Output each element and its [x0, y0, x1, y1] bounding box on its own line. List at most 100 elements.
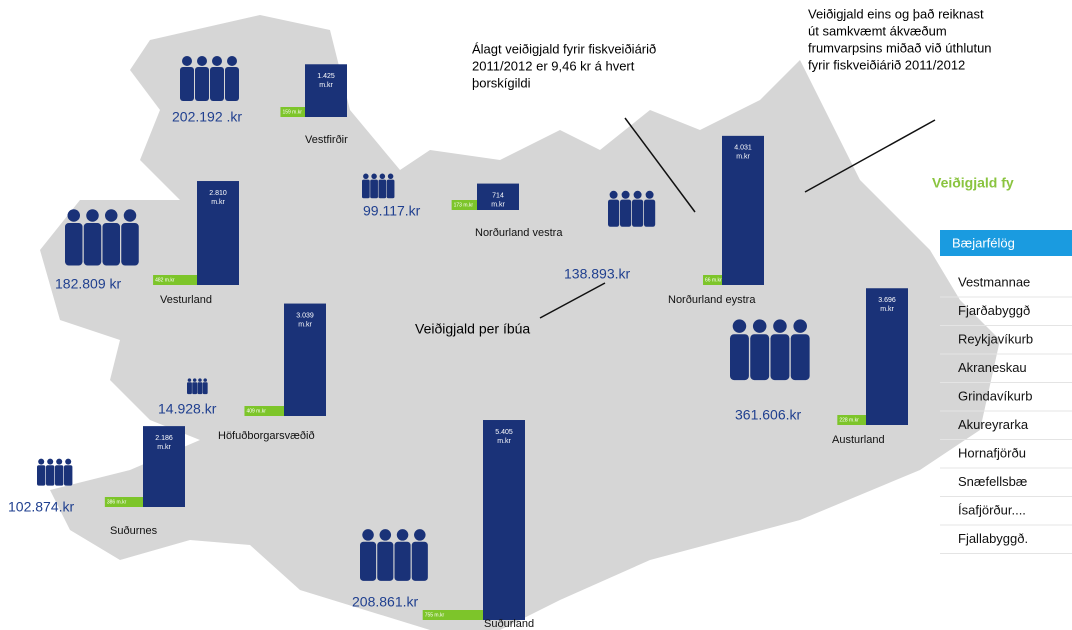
- per-capita: 202.192 .kr: [172, 109, 242, 125]
- region-name: Austurland: [832, 434, 885, 446]
- person-body: [65, 223, 83, 266]
- annotation: Álagt veiðigjald fyrir fiskveiðiárið: [472, 41, 656, 56]
- region-name: Suðurnes: [110, 525, 158, 537]
- person-head: [793, 319, 807, 333]
- person-head: [192, 378, 197, 382]
- annotation: 2011/2012 er 9,46 kr á hvert: [472, 58, 635, 73]
- annotation: út samkvæmt ákvæðum: [808, 23, 947, 38]
- person-body: [377, 541, 394, 581]
- region-name: Norðurland vestra: [475, 227, 563, 239]
- small-bar: [104, 497, 143, 507]
- small-label: 386 m.kr: [107, 499, 127, 505]
- region-name: Vestfirðir: [305, 134, 348, 146]
- person-body: [632, 199, 644, 227]
- fee-bar: [197, 181, 239, 285]
- fee-unit: m.kr: [319, 82, 333, 89]
- table-header: Bæjarfélög: [952, 235, 1015, 250]
- small-label: 159 m.kr: [282, 109, 302, 115]
- table-row: Vestmannae: [958, 274, 1030, 289]
- person-head: [67, 209, 80, 222]
- person-head: [379, 529, 392, 541]
- person-head: [732, 319, 747, 333]
- person-head: [363, 173, 369, 180]
- ranking-table: Veiðigjald fy Bæjarfélög Vestmannae Fjarð…: [932, 175, 1072, 554]
- small-label: 482 m.kr: [155, 277, 175, 283]
- table-row: Grindavíkurb: [958, 388, 1032, 403]
- annotation: þorskígildi: [472, 75, 531, 90]
- region: 4.031 m.kr 66 m.kr 138.893.kr Norðurland eys…: [564, 135, 764, 306]
- person-body: [360, 541, 377, 581]
- person-body: [55, 465, 64, 486]
- person-body: [102, 223, 120, 266]
- region: 3.696 m.kr 228 m.kr 361.606.kr Austurland: [730, 288, 908, 446]
- person-head: [197, 56, 207, 66]
- region: 5.405 m.kr 755 m.kr 208.861.kr Suðurland: [352, 420, 534, 630]
- small-bar: [451, 200, 477, 210]
- person-body: [202, 382, 208, 395]
- person-body: [608, 199, 620, 227]
- pointer-line: [804, 119, 936, 193]
- fee-bar: [722, 135, 764, 285]
- person-body: [46, 465, 55, 486]
- person-body: [770, 334, 790, 381]
- fee-label: 3.039: [296, 312, 314, 319]
- per-capita: 138.893.kr: [564, 266, 630, 282]
- person-body: [121, 223, 139, 266]
- table-row: Hornafjörðu: [958, 445, 1026, 460]
- person-head: [621, 190, 630, 199]
- person-body: [225, 67, 239, 101]
- fee-label: 2.186: [155, 435, 173, 442]
- person-head: [65, 458, 72, 465]
- person-body: [362, 179, 370, 199]
- pointer-line: [624, 117, 696, 213]
- table-header-bg: [940, 230, 1072, 256]
- table-row: Ísafjörður....: [958, 502, 1026, 517]
- person-head: [609, 190, 618, 199]
- person-body: [394, 541, 411, 581]
- small-label: 755 m.kr: [425, 612, 445, 618]
- table-row: Akraneskau: [958, 360, 1027, 375]
- person-head: [182, 56, 192, 66]
- table-title: Veiðigjald fy: [932, 175, 1014, 191]
- person-body: [64, 465, 73, 486]
- table-row: Snæfellsbæ: [958, 474, 1027, 489]
- small-bar: [703, 275, 722, 285]
- person-head: [227, 56, 237, 66]
- small-bar: [153, 275, 197, 285]
- region-name: Vesturland: [160, 294, 212, 306]
- person-body: [195, 67, 209, 101]
- table-row: Akureyrarka: [958, 417, 1029, 432]
- fee-bar: [483, 420, 525, 620]
- small-bar: [422, 610, 483, 620]
- region-name: Suðurland: [484, 618, 534, 630]
- person-body: [210, 67, 224, 101]
- region: 714 m.kr 173 m.kr 99.117.kr Norðurland vestr…: [362, 173, 563, 239]
- person-head: [645, 190, 654, 199]
- person-head: [203, 378, 207, 382]
- person-head: [187, 378, 192, 382]
- person-body: [620, 199, 632, 227]
- fee-unit: m.kr: [736, 154, 750, 161]
- small-bar: [244, 406, 284, 416]
- person-head: [633, 190, 642, 199]
- fee-unit: m.kr: [157, 444, 171, 451]
- person-head: [362, 529, 374, 541]
- person-head: [212, 56, 222, 66]
- small-bar: [280, 107, 305, 117]
- region-name: Höfuðborgarsvæðið: [218, 430, 315, 442]
- small-bar: [837, 415, 866, 425]
- fee-label: 4.031: [734, 145, 752, 152]
- fee-label: 2.810: [209, 190, 227, 197]
- person-head: [396, 529, 409, 541]
- person-body: [378, 179, 387, 199]
- small-label: 173 m.kr: [454, 202, 474, 208]
- person-body: [370, 179, 378, 199]
- person-head: [371, 173, 377, 180]
- person-head: [414, 529, 426, 541]
- person-body: [750, 334, 770, 381]
- person-body: [386, 179, 395, 199]
- fee-unit: m.kr: [298, 321, 312, 328]
- person-body: [197, 382, 203, 395]
